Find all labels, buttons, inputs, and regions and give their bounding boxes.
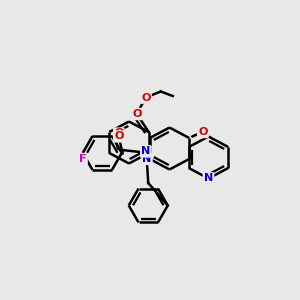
Text: O: O	[141, 92, 150, 103]
Text: O: O	[141, 92, 150, 103]
Text: N: N	[204, 173, 213, 184]
Text: F: F	[79, 154, 86, 164]
Text: N: N	[141, 146, 150, 157]
Text: N: N	[142, 154, 152, 164]
Text: O: O	[114, 131, 123, 142]
Text: O: O	[114, 128, 123, 139]
Text: O: O	[198, 127, 207, 137]
Text: N: N	[204, 173, 213, 184]
Text: O: O	[198, 127, 207, 137]
Text: N: N	[141, 146, 150, 157]
Text: O: O	[132, 109, 141, 119]
Text: F: F	[79, 154, 86, 164]
Text: O: O	[132, 109, 141, 119]
Text: N: N	[142, 154, 152, 164]
